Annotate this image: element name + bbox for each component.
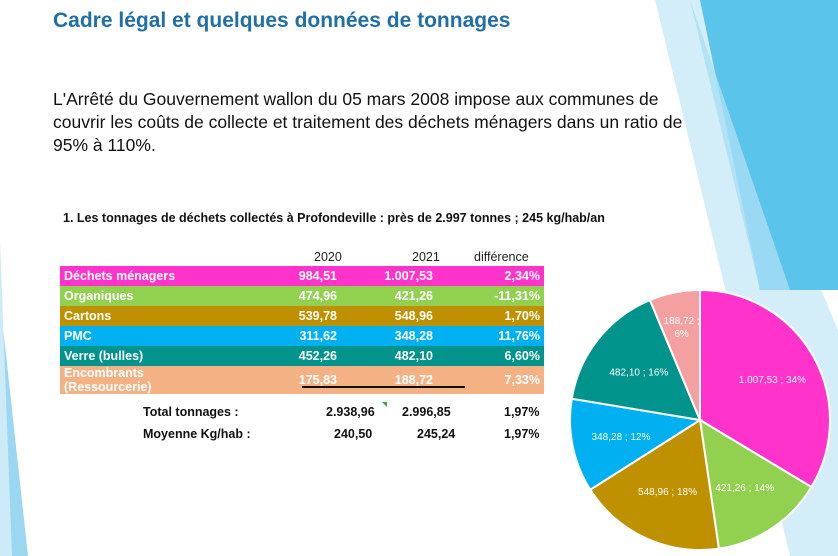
table-row: PMC 311,62 348,28 11,76% (60, 326, 544, 346)
row-value-2021: 548,96 (394, 309, 433, 323)
total-diff: 1,97% (504, 405, 540, 419)
row-label: Cartons (64, 309, 112, 323)
left-deco-triangle-pale (0, 240, 12, 556)
row-value-2021: 188,72 (394, 373, 433, 387)
column-header-difference: différence (474, 250, 529, 264)
total-2020: 2.938,96 (326, 405, 375, 419)
row-value-2021: 421,26 (394, 289, 433, 303)
row-label: Organiques (64, 289, 134, 303)
pie-slice (588, 418, 721, 551)
row-label: Déchets ménagers (64, 269, 176, 283)
row-value-2020: 539,78 (298, 309, 337, 323)
table-row: Encombrants (Ressourcerie) 175,83 188,72 7,… (60, 366, 544, 394)
average-2021: 245,24 (417, 427, 456, 441)
pie-slice-label: 1.007,53 ; 34% (739, 375, 806, 386)
section-heading: 1. Les tonnages de déchets collectés à P… (63, 211, 605, 225)
pie-slice (699, 288, 831, 489)
column-header-2020: 2020 (314, 250, 342, 264)
right-deco-triangle-pale (690, 0, 790, 290)
table-row: Verre (bulles) 452,26 482,10 6,60% (60, 346, 544, 366)
row-value-2020: 474,96 (298, 289, 337, 303)
right-deco-triangle-blue (700, 0, 838, 290)
row-diff: 1,70% (504, 309, 540, 323)
intro-paragraph: L'Arrêté du Gouvernement wallon du 05 ma… (53, 89, 683, 155)
row-value-2021: 1.007,53 (384, 269, 433, 283)
average-diff: 1,97% (504, 427, 540, 441)
row-label: Verre (bulles) (64, 349, 144, 363)
row-diff: 7,33% (504, 373, 540, 387)
pie-slice-label: 421,26 ; 14% (715, 483, 774, 494)
category-table: Déchets ménagers 984,51 1.007,53 2,34% Organ… (60, 266, 544, 394)
table-row: Déchets ménagers 984,51 1.007,53 2,34% (60, 266, 544, 286)
row-value-2020: 452,26 (298, 349, 337, 363)
average-label: Moyenne Kg/hab : (143, 427, 251, 441)
row-value-2021: 348,28 (394, 329, 433, 343)
pie-slice (698, 418, 813, 550)
row-value-2020: 984,51 (298, 269, 337, 283)
total-2021: 2.996,85 (402, 405, 451, 419)
row-diff: 2,34% (504, 269, 540, 283)
row-diff: -11,31% (494, 289, 540, 303)
pie-slice (570, 298, 702, 422)
row-value-2020: 311,62 (299, 329, 337, 343)
row-value-2021: 482,10 (394, 349, 433, 363)
pie-slice-label: 188,72 ; 6% (664, 316, 700, 340)
pie-slice-label: 548,96 ; 18% (638, 487, 697, 498)
total-label: Total tonnages : (143, 405, 239, 419)
column-header-2021: 2021 (412, 250, 440, 264)
row-label: PMC (64, 329, 92, 343)
pie-slice (569, 397, 703, 492)
pie-slice-label: 348,28 ; 12% (592, 432, 651, 443)
pie-slice (648, 288, 701, 421)
row-diff: 11,76% (498, 329, 540, 343)
table-row: Organiques 474,96 421,26 -11,31% (60, 286, 544, 306)
page-title: Cadre légal et quelques données de tonna… (53, 9, 511, 32)
sum-divider (302, 386, 465, 388)
row-diff: 6,60% (504, 349, 540, 363)
row-value-2020: 175,83 (298, 373, 337, 387)
row-label: Encombrants (Ressourcerie) (64, 366, 152, 394)
average-2020: 240,50 (334, 427, 373, 441)
pie-slice-label: 482,10 ; 16% (609, 368, 668, 379)
cell-comment-marker (382, 402, 387, 407)
tonnage-pie-chart: 1.007,53 ; 34% 421,26 ; 14% 548,96 ; 18% 34… (569, 288, 831, 551)
table-row: Cartons 539,78 548,96 1,70% (60, 306, 544, 326)
